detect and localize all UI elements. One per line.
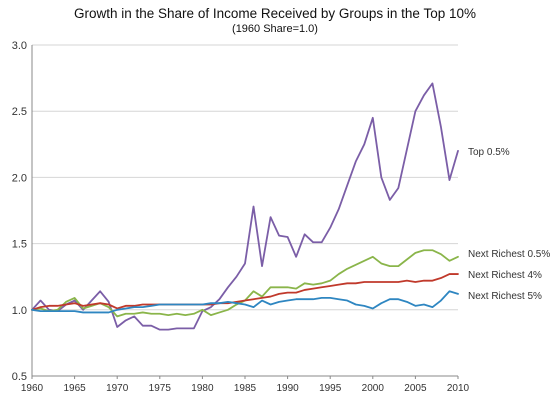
series-label-1: Next Richest 0.5%	[468, 249, 550, 260]
y-tick-label: 2.0	[12, 172, 27, 184]
series-line-0	[31, 82, 459, 331]
series-label-0: Top 0.5%	[468, 147, 510, 158]
series-lines	[31, 82, 459, 331]
x-tick-label: 1990	[276, 383, 299, 394]
y-tick-label: 1.0	[12, 305, 27, 317]
gridlines	[32, 44, 458, 311]
series-label-2: Next Richest 4%	[468, 270, 542, 281]
x-tick-label: 1960	[21, 383, 44, 394]
series-labels: Top 0.5% Next Richest 0.5% Next Richest 4%…	[468, 147, 550, 302]
axes	[31, 45, 458, 377]
x-tick-label: 2005	[404, 383, 427, 394]
y-axis-ticks: 3.0 2.5 2.0 1.5 1.0 0.5	[12, 40, 27, 383]
chart-title: Growth in the Share of Income Received b…	[74, 6, 476, 21]
y-tick-label: 0.5	[12, 371, 27, 383]
y-tick-label: 1.5	[12, 239, 27, 251]
x-axis-ticks: 1960 1965 1970 1975 1980 1985 1990 1995 2000 2005…	[21, 376, 470, 394]
x-tick-label: 1975	[149, 383, 172, 394]
x-tick-label: 1970	[106, 383, 129, 394]
x-tick-label: 2000	[362, 383, 385, 394]
x-tick-label: 1995	[319, 383, 342, 394]
series-line-3	[31, 290, 459, 314]
x-tick-label: 1965	[63, 383, 86, 394]
y-tick-label: 2.5	[12, 106, 27, 118]
x-tick-label: 1985	[234, 383, 257, 394]
x-tick-label: 1980	[191, 383, 214, 394]
chart-subtitle: (1960 Share=1.0)	[232, 23, 318, 35]
series-label-3: Next Richest 5%	[468, 291, 542, 302]
y-tick-label: 3.0	[12, 40, 27, 52]
x-tick-label: 2010	[447, 383, 470, 394]
series-line-2	[31, 273, 459, 311]
